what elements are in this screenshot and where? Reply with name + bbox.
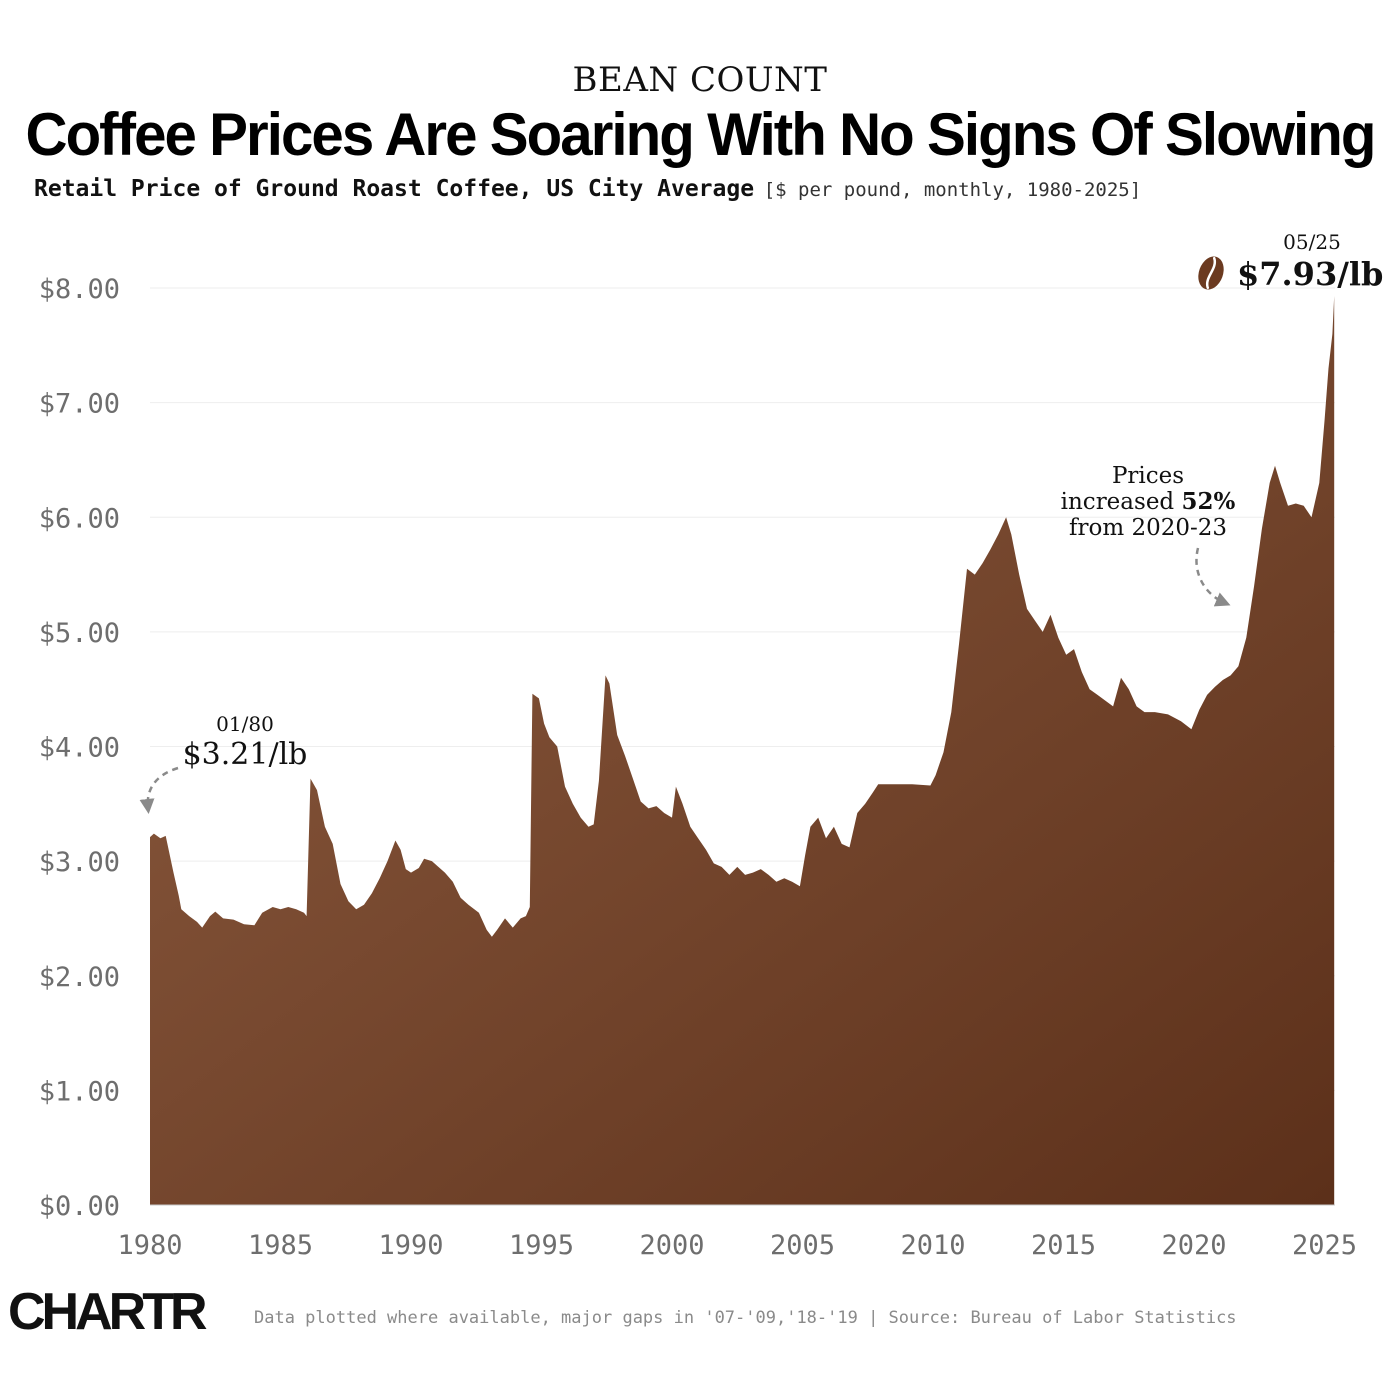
y-axis-ticks: $0.00 $1.00 $2.00 $3.00 $4.00 $5.00 $6.00 $7.00…: [39, 274, 120, 1222]
y-tick-label: $6.00: [39, 503, 120, 534]
increase-line-3: from 2020-23: [1069, 515, 1227, 541]
y-tick-label: $2.00: [39, 962, 120, 993]
y-tick-label: $3.00: [39, 847, 120, 878]
increase-arrow: [1195, 547, 1231, 607]
y-tick-label: $0.00: [39, 1191, 120, 1222]
x-tick-label: 1990: [378, 1230, 443, 1261]
x-tick-label: 1980: [117, 1230, 182, 1261]
chart-kicker: BEAN COUNT: [572, 60, 828, 100]
increase-annotation: Prices increased 52% from 2020-23: [1061, 463, 1236, 607]
chart-title: Coffee Prices Are Soaring With No Signs …: [25, 101, 1376, 168]
increase-line-2: increased 52%: [1061, 488, 1236, 515]
y-tick-label: $7.00: [39, 389, 120, 420]
y-tick-label: $5.00: [39, 618, 120, 649]
end-value-label: $7.93/lb: [1237, 255, 1383, 293]
start-arrow: [139, 766, 179, 814]
y-tick-label: $8.00: [39, 274, 120, 305]
end-date-label: 05/25: [1283, 230, 1341, 254]
subtitle-detail: [$ per pound, monthly, 1980-2025]: [763, 179, 1142, 201]
coffee-bean-icon: [1198, 256, 1224, 290]
x-tick-label: 1995: [509, 1230, 574, 1261]
start-value-label: $3.21/lb: [183, 737, 308, 772]
x-axis-ticks: 1980 1985 1990 1995 2000 2005 2010 2015 2020 2025: [117, 1230, 1357, 1261]
source-footnote: Data plotted where available, major gaps…: [254, 1308, 1237, 1328]
y-tick-label: $4.00: [39, 733, 120, 764]
x-tick-label: 2025: [1292, 1230, 1357, 1261]
x-tick-label: 2010: [901, 1230, 966, 1261]
x-tick-label: 2005: [770, 1230, 835, 1261]
price-area: [150, 296, 1335, 1205]
y-tick-label: $1.00: [39, 1076, 120, 1107]
chart-subtitle: Retail Price of Ground Roast Coffee, US …: [34, 176, 1141, 202]
chartr-logo: CHARTR: [8, 1283, 208, 1341]
end-annotation: 05/25 $7.93/lb: [1198, 230, 1383, 293]
subtitle-main: Retail Price of Ground Roast Coffee, US …: [34, 176, 755, 202]
x-tick-label: 2000: [640, 1230, 705, 1261]
x-tick-label: 2015: [1031, 1230, 1096, 1261]
start-date-label: 01/80: [216, 712, 274, 736]
increase-line-1: Prices: [1112, 463, 1184, 489]
start-annotation: 01/80 $3.21/lb: [139, 712, 308, 814]
x-tick-label: 2020: [1162, 1230, 1227, 1261]
increase-percent: 52%: [1181, 488, 1235, 515]
x-tick-label: 1985: [248, 1230, 313, 1261]
